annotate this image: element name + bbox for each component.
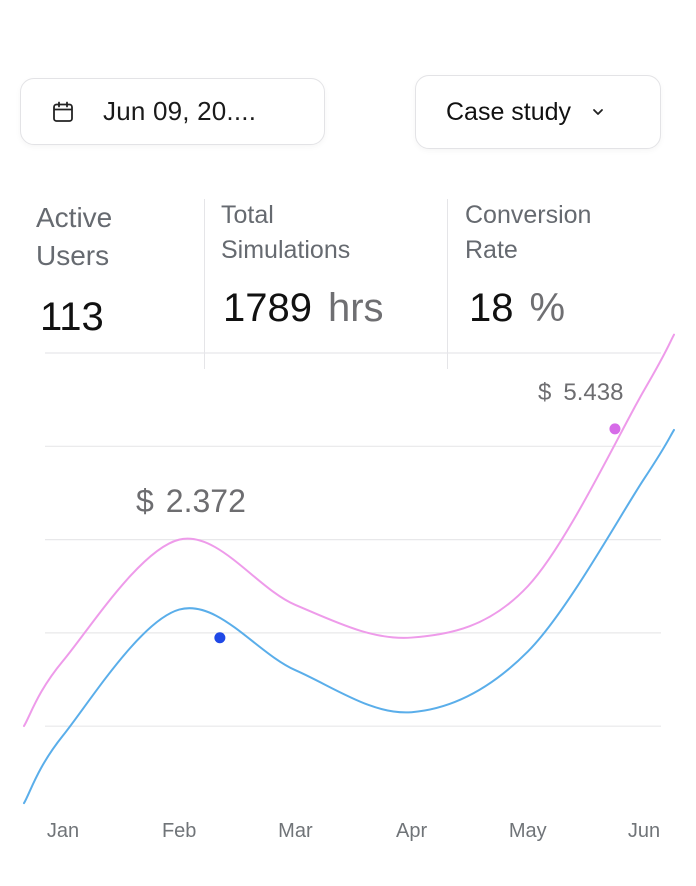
stat-value: 18% [469, 286, 565, 331]
x-tick-label: Jan [47, 820, 79, 842]
stat-divider [204, 199, 205, 369]
data-label: $2.372 [136, 483, 246, 519]
x-tick-label: Mar [278, 820, 313, 842]
stat-active-users: Active Users 113 [36, 199, 196, 339]
date-picker-value: Jun 09, 20.... [103, 96, 257, 126]
stat-label-line2: Simulations [221, 236, 351, 264]
data-point-marker [214, 632, 226, 644]
x-tick-label: Jun [628, 820, 660, 842]
series-line [23, 428, 675, 805]
stat-label-line1: Total [221, 201, 274, 229]
stat-total-simulations: Total Simulations 1789 hrs [221, 198, 441, 330]
data-label: $5.438 [538, 379, 623, 406]
stat-label-line1: Conversion [465, 201, 592, 229]
stat-unit: hrs [327, 286, 384, 330]
stat-conversion-rate: Conversion Rate 18% [465, 198, 685, 330]
calendar-icon [53, 101, 73, 122]
category-select-value: Case study [446, 97, 572, 126]
stat-label-line2: Users [36, 240, 110, 271]
date-picker[interactable]: Jun 09, 20.... [20, 78, 325, 145]
chevron-down-icon [593, 109, 603, 115]
category-select[interactable]: Case study [415, 75, 661, 149]
x-tick-label: May [509, 820, 547, 842]
series-line [23, 333, 675, 728]
stat-label-line2: Rate [465, 236, 518, 264]
stat-number: 18 [469, 286, 514, 330]
stat-value: 1789 hrs [223, 286, 384, 331]
stat-value: 113 [40, 295, 104, 340]
stat-divider [447, 199, 448, 369]
stat-number: 113 [40, 295, 104, 339]
x-tick-label: Apr [396, 820, 427, 842]
stat-label-line1: Active [36, 202, 113, 233]
x-tick-label: Feb [162, 820, 196, 842]
stat-unit: % [529, 286, 566, 330]
data-point-marker [609, 423, 621, 435]
stat-number: 1789 [223, 286, 312, 330]
